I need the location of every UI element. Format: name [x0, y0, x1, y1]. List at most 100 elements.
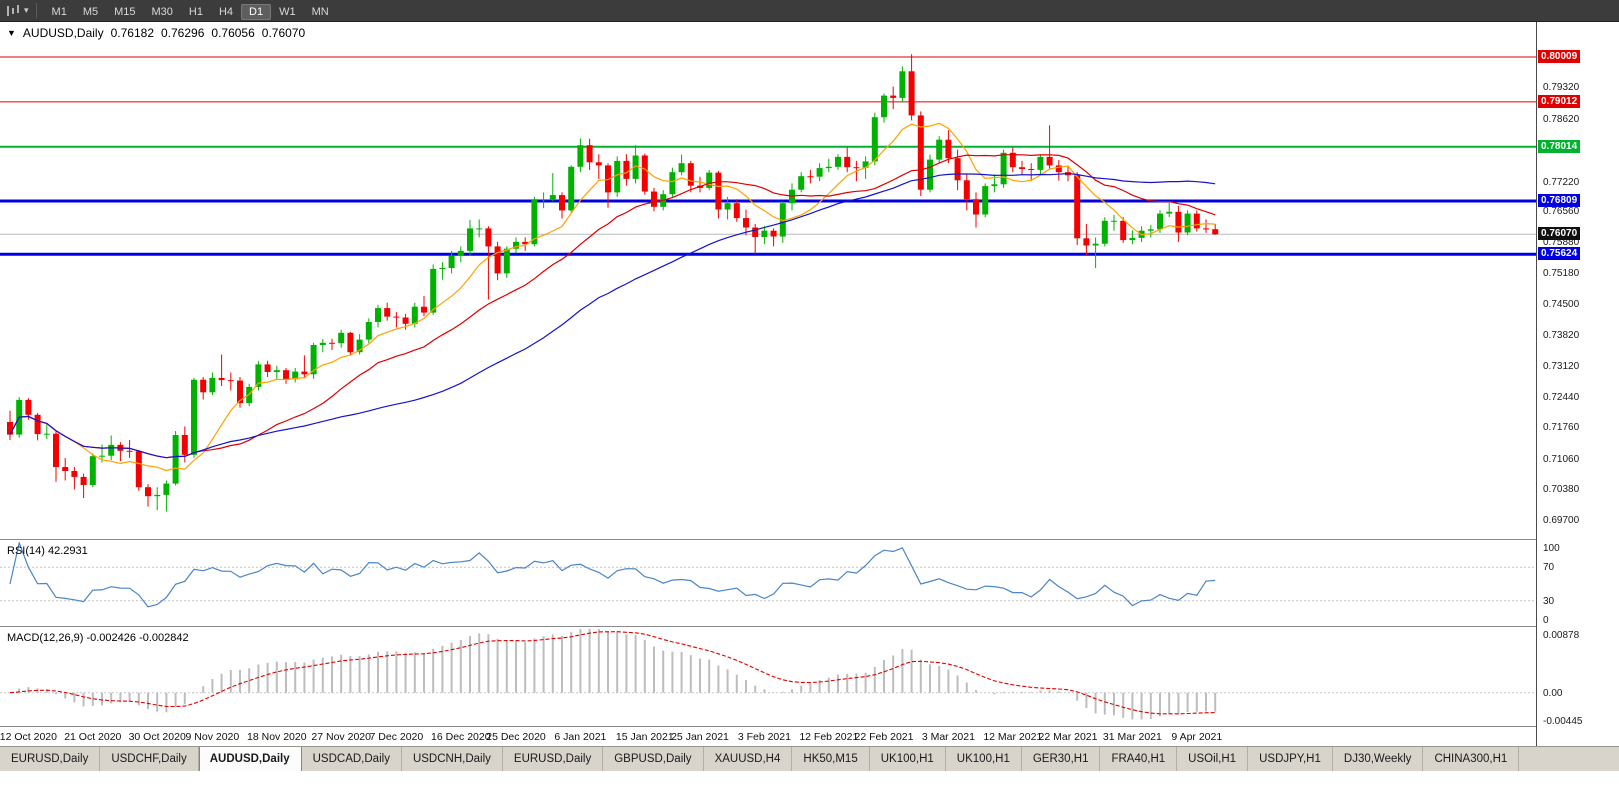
rsi-scale-label: 70 [1543, 562, 1555, 573]
date-label: 12 Mar 2021 [983, 731, 1043, 743]
tab-dj30-weekly[interactable]: DJ30,Weekly [1333, 747, 1424, 771]
tab-hk50-m15[interactable]: HK50,M15 [792, 747, 870, 771]
price-scale-label: 0.70380 [1543, 484, 1580, 495]
tab-gbpusd-daily[interactable]: GBPUSD,Daily [603, 747, 704, 771]
date-label: 31 Mar 2021 [1102, 731, 1162, 743]
ohlc-low: 0.76056 [211, 26, 255, 40]
pane-separator[interactable] [0, 626, 1619, 627]
tab-eurusd-daily[interactable]: EURUSD,Daily [503, 747, 604, 771]
pane-separator[interactable] [0, 539, 1619, 540]
date-label: 25 Dec 2020 [486, 731, 546, 743]
timeframe-button-mn[interactable]: MN [311, 5, 329, 18]
level-price-badge: 0.79012 [1538, 95, 1581, 108]
rsi-scale-label: 100 [1543, 543, 1560, 554]
rsi-scale-label: 0 [1543, 615, 1549, 626]
date-label: 30 Oct 2020 [128, 731, 186, 743]
tab-ger30-h1[interactable]: GER30,H1 [1022, 747, 1101, 771]
level-price-badge: 0.75624 [1538, 247, 1581, 260]
macd-label: MACD(12,26,9) -0.002426 -0.002842 [7, 632, 189, 644]
candles [7, 54, 1219, 512]
rsi-scale-label: 30 [1543, 596, 1555, 607]
macd-scale-label: 0.00878 [1543, 630, 1580, 641]
macd-indicator-chart[interactable] [0, 629, 1536, 727]
price-scale-label: 0.75180 [1543, 268, 1580, 279]
timeframe-button-m30[interactable]: M30 [151, 5, 173, 18]
price-scale-label: 0.69700 [1543, 515, 1580, 526]
date-label: 12 Feb 2021 [799, 731, 859, 743]
tab-usdjpy-h1[interactable]: USDJPY,H1 [1248, 747, 1333, 771]
price-scale-label: 0.79320 [1543, 82, 1580, 93]
tab-usdcad-daily[interactable]: USDCAD,Daily [302, 747, 402, 771]
current-price-badge: 0.76070 [1538, 227, 1581, 240]
chart-type-dropdown-icon[interactable]: ▾ [24, 5, 29, 15]
ohlc-high: 0.76296 [161, 26, 205, 40]
date-label: 22 Mar 2021 [1038, 731, 1098, 743]
chart-symbol-period: AUDUSD,Daily [22, 26, 104, 40]
price-scale-label: 0.75880 [1543, 237, 1580, 248]
time-axis[interactable]: 12 Oct 2020 21 Oct 2020 30 Oct 2020 9 Nov 2… [0, 727, 1536, 746]
date-label: 6 Jan 2021 [554, 731, 607, 743]
rsi-label: RSI(14) 42.2931 [7, 545, 88, 557]
fast-ma-line [9, 122, 1216, 472]
macd-signal-line [9, 631, 1216, 715]
tab-uk100-h1[interactable]: UK100,H1 [946, 747, 1022, 771]
date-label: 25 Jan 2021 [671, 731, 729, 743]
date-label: 12 Oct 2020 [0, 731, 57, 743]
timeframe-button-m5[interactable]: M5 [82, 5, 99, 18]
price-scale-label: 0.72440 [1543, 392, 1580, 403]
macd-scale-label: 0.00 [1543, 688, 1563, 699]
tab-usdchf-daily[interactable]: USDCHF,Daily [100, 747, 199, 771]
timeframe-button-w1[interactable]: W1 [279, 5, 296, 18]
timeframe-button-m15[interactable]: M15 [114, 5, 136, 18]
symbol-tab-bar: EURUSD,Daily USDCHF,Daily AUDUSD,Daily USDC… [0, 746, 1619, 771]
candlestick-chart-icon[interactable] [5, 4, 21, 18]
ohlc-open: 0.76182 [110, 26, 154, 40]
level-price-badge: 0.76809 [1538, 194, 1581, 207]
tab-fra40-h1[interactable]: FRA40,H1 [1100, 747, 1178, 771]
tab-audusd-daily[interactable]: AUDUSD,Daily [198, 747, 302, 771]
price-scale-label: 0.71760 [1543, 422, 1580, 433]
chart-title: ▼ AUDUSD,Daily 0.76182 0.76296 0.76056 0… [7, 26, 305, 40]
rsi-line [9, 542, 1216, 608]
date-label: 22 Feb 2021 [854, 731, 914, 743]
price-scale-label: 0.73820 [1543, 330, 1580, 341]
level-price-badge: 0.78014 [1538, 140, 1581, 153]
date-label: 9 Apr 2021 [1171, 731, 1223, 743]
date-label: 3 Feb 2021 [737, 731, 791, 743]
price-scale-label: 0.71060 [1543, 454, 1580, 465]
tab-china300-h1[interactable]: CHINA300,H1 [1423, 747, 1520, 771]
price-scale-label: 0.74500 [1543, 299, 1580, 310]
level-lines [0, 56, 1536, 256]
date-label: 3 Mar 2021 [921, 731, 975, 743]
tab-eurusd-daily[interactable]: EURUSD,Daily [0, 747, 101, 771]
chart-dropdown-icon[interactable]: ▼ [7, 28, 16, 38]
macd-histogram [18, 629, 1217, 720]
date-label: 9 Nov 2020 [185, 731, 240, 743]
date-label: 21 Oct 2020 [64, 731, 122, 743]
toolbar: ▾ M1 M5 M15 M30 H1 H4 D1 W1 MN [0, 0, 1619, 22]
date-label: 16 Dec 2020 [431, 731, 491, 743]
tab-usdcnh-daily[interactable]: USDCNH,Daily [402, 747, 503, 771]
timeframe-group: M1 M5 M15 M30 H1 H4 D1 W1 MN [44, 2, 337, 20]
slow-ma-line [9, 172, 1216, 459]
candlestick-chart[interactable] [0, 22, 1536, 539]
price-scale[interactable]: 0.793200.786200.779200.772200.765600.758… [1536, 22, 1619, 746]
tab-xauusd-h4[interactable]: XAUUSD,H4 [704, 747, 793, 771]
toolbar-separator [35, 3, 37, 18]
date-label: 27 Nov 2020 [311, 731, 371, 743]
rsi-indicator-chart[interactable] [0, 542, 1536, 626]
timeframe-button-m1[interactable]: M1 [51, 5, 67, 18]
pane-separator [0, 726, 1619, 727]
tab-uk100-h1[interactable]: UK100,H1 [870, 747, 946, 771]
timeframe-button-d1[interactable]: D1 [241, 3, 272, 20]
level-price-badge: 0.80009 [1538, 50, 1581, 63]
tab-usoil-h1[interactable]: USOil,H1 [1177, 747, 1249, 771]
price-scale-label: 0.76560 [1543, 206, 1580, 217]
date-label: 7 Dec 2020 [369, 731, 424, 743]
mid-ma-line [9, 154, 1216, 459]
macd-scale-label: -0.00445 [1543, 716, 1583, 727]
timeframe-button-h4[interactable]: H4 [218, 5, 234, 18]
date-label: 18 Nov 2020 [247, 731, 307, 743]
timeframe-button-h1[interactable]: H1 [188, 5, 203, 18]
